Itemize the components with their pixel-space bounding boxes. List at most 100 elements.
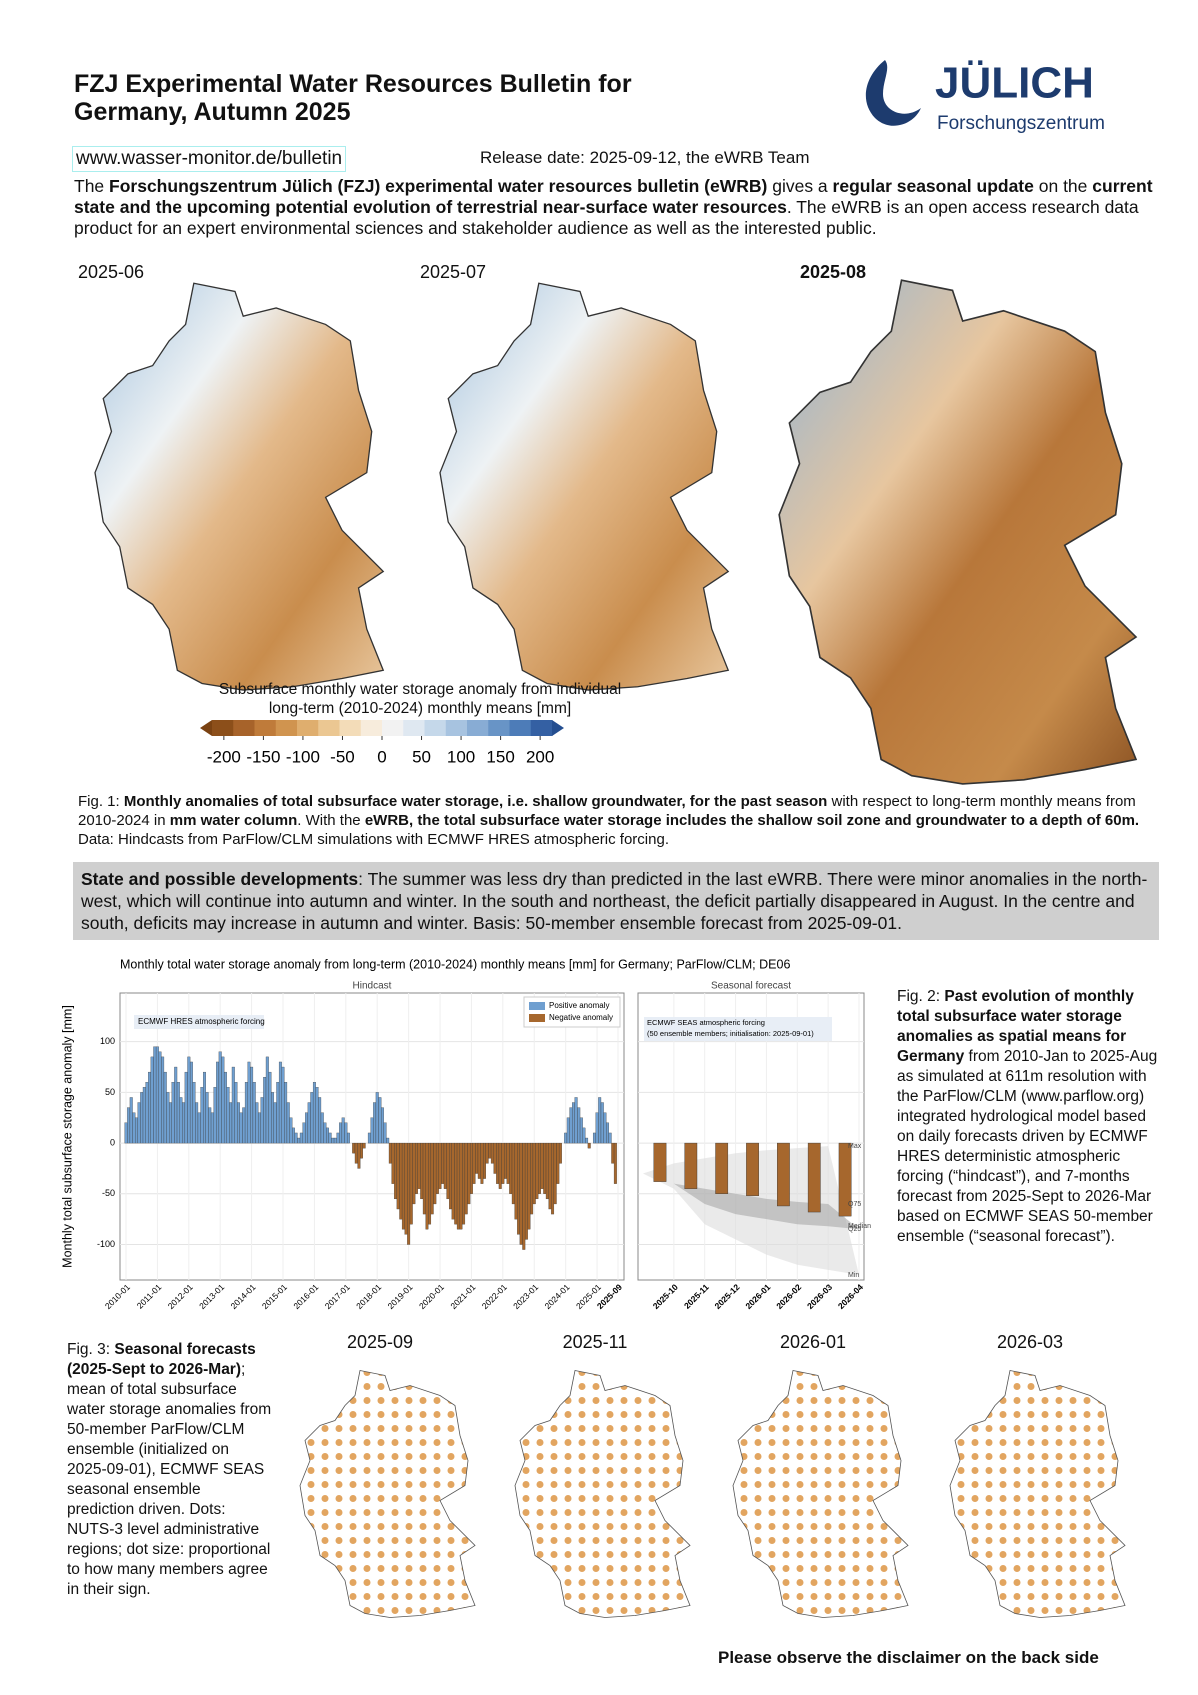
bar [467, 1142, 471, 1205]
map-label: 2025-06 [78, 262, 145, 282]
colorbar-cell [530, 720, 553, 736]
bar [265, 1056, 269, 1144]
text-run: Fig. 3: [67, 1341, 115, 1358]
colorbar-cell [275, 720, 298, 736]
bar [237, 1102, 240, 1144]
text-run: regular seasonal update [832, 176, 1034, 196]
chart-title: Monthly total water storage anomaly from… [120, 957, 790, 971]
bar [148, 1071, 152, 1144]
bar [140, 1092, 144, 1144]
forecast-bar [684, 1142, 698, 1189]
bar [197, 1112, 201, 1144]
bar [200, 1087, 204, 1144]
colorbar-cell [318, 720, 340, 736]
bar [435, 1142, 439, 1194]
fig3-caption: Fig. 3: Seasonal forecasts (2025-Sept to… [67, 1340, 272, 1600]
bar [247, 1061, 251, 1144]
bar [483, 1142, 486, 1179]
bar [179, 1097, 183, 1144]
url-link[interactable]: www.wasser-monitor.de/bulletin [72, 146, 347, 172]
colorbar-cell [254, 720, 277, 736]
bar [498, 1142, 502, 1189]
x-tick-label: 2025-11 [682, 1282, 711, 1311]
logo-name: JÜLICH [935, 59, 1094, 108]
x-tick-label: 2023-01 [511, 1282, 540, 1311]
bar [477, 1142, 481, 1179]
bar [538, 1142, 541, 1194]
colorbar-tick-label: 200 [526, 747, 554, 766]
bar [514, 1142, 518, 1220]
bar [203, 1071, 206, 1144]
bar [456, 1142, 460, 1230]
bar [506, 1142, 510, 1184]
bar [242, 1107, 246, 1144]
bar [271, 1092, 275, 1144]
colorbar-cell [509, 720, 532, 736]
bar [443, 1142, 447, 1189]
colorbar-cell [467, 720, 489, 736]
bar [299, 1132, 303, 1144]
text-run: Fig. 2: [897, 988, 945, 1005]
bar [182, 1102, 186, 1144]
bar [388, 1142, 392, 1164]
bar [344, 1122, 348, 1144]
bar [292, 1127, 295, 1144]
x-tick-label: 2018-01 [354, 1282, 383, 1311]
bar [273, 1102, 277, 1144]
x-tick-label: 2026-02 [774, 1282, 803, 1311]
x-tick-label: 2022-01 [480, 1282, 509, 1311]
text-run: Past evolution of monthly total subsurfa… [897, 988, 1134, 1065]
bar [394, 1142, 398, 1200]
text-run: Seasonal forecasts (2025-Sept to 2026-Ma… [67, 1341, 256, 1378]
bar [449, 1142, 452, 1210]
forecast-bar [653, 1142, 667, 1182]
bar [323, 1122, 327, 1144]
bar [454, 1142, 458, 1225]
bar [391, 1142, 395, 1184]
bar [218, 1051, 222, 1144]
colorbar-cell [382, 720, 404, 736]
bar [603, 1112, 607, 1144]
bar [490, 1142, 494, 1164]
bar [176, 1082, 180, 1144]
map-label: 2026-01 [779, 1332, 847, 1352]
x-tick-label: 2012-01 [166, 1282, 195, 1311]
colorbar-title: Subsurface monthly water storage anomaly… [218, 681, 622, 717]
bar [145, 1082, 149, 1144]
bar [592, 1132, 596, 1144]
bar [307, 1102, 311, 1144]
bar [433, 1142, 437, 1205]
bar [360, 1142, 363, 1159]
bar [522, 1142, 526, 1250]
y-tick-label: 0 [110, 1137, 115, 1147]
bar [412, 1142, 416, 1205]
bar [420, 1142, 424, 1200]
bar [129, 1097, 133, 1144]
text-run: . The eWRB is an open access research da… [74, 197, 1139, 238]
bar [383, 1122, 387, 1144]
bar [166, 1092, 170, 1144]
bar [407, 1142, 411, 1245]
colorbar-cell [297, 720, 319, 736]
x-tick-label: 2016-01 [291, 1282, 320, 1311]
forecast-map [732, 1370, 909, 1618]
bar [258, 1112, 261, 1144]
bar [127, 1107, 131, 1144]
bar [367, 1132, 371, 1144]
x-tick-label: 2021-01 [448, 1282, 477, 1311]
bar [401, 1142, 405, 1230]
bar [404, 1142, 408, 1235]
bar [189, 1061, 193, 1144]
forecast-map [949, 1370, 1126, 1618]
bar [289, 1117, 293, 1144]
intro: The Forschungszentrum Jülich (FZJ) exper… [74, 176, 1154, 239]
bar [357, 1142, 361, 1169]
bar [158, 1051, 162, 1144]
bar [234, 1082, 238, 1144]
bar [260, 1097, 264, 1144]
bar [441, 1142, 445, 1184]
bar [187, 1056, 191, 1144]
bar [574, 1097, 578, 1144]
bar [459, 1142, 463, 1230]
bar [564, 1132, 568, 1144]
